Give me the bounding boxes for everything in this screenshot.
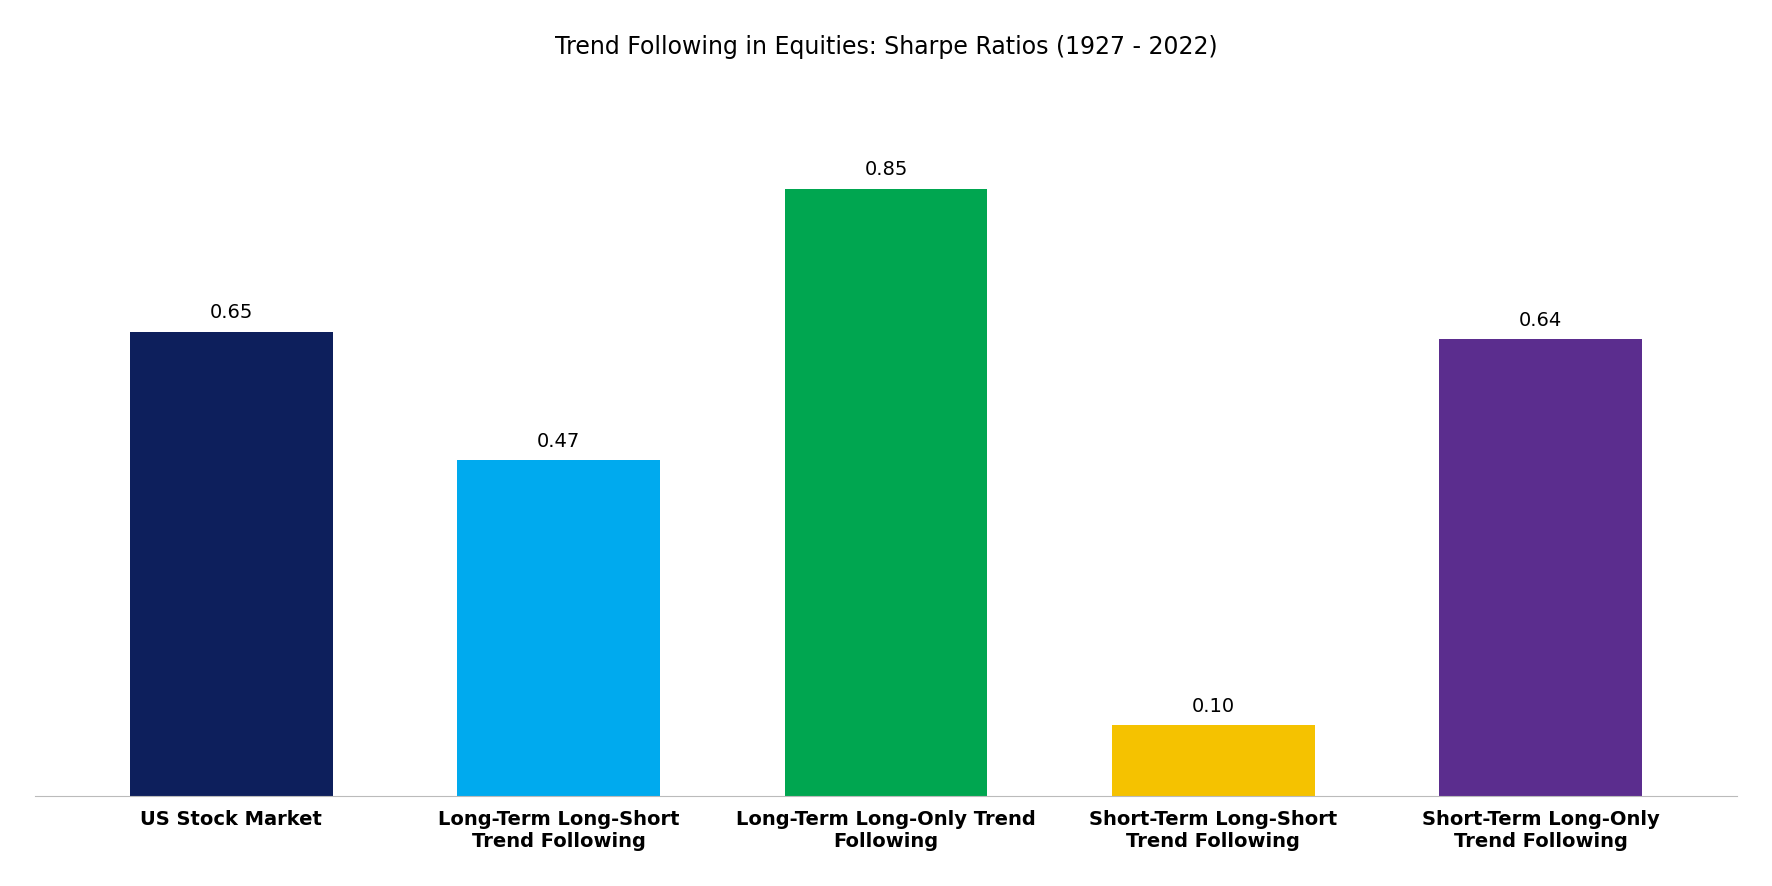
Text: 0.65: 0.65 — [209, 303, 253, 323]
Bar — [1439, 338, 1643, 797]
Bar — [1111, 725, 1315, 797]
Bar — [457, 461, 661, 797]
Text: 0.64: 0.64 — [1519, 311, 1563, 330]
Text: 0.85: 0.85 — [865, 160, 907, 180]
Title: Trend Following in Equities: Sharpe Ratios (1927 - 2022): Trend Following in Equities: Sharpe Rati… — [555, 35, 1217, 58]
Text: 0.10: 0.10 — [1193, 696, 1235, 716]
Bar — [129, 331, 333, 797]
Text: 0.47: 0.47 — [537, 432, 579, 451]
Bar — [785, 189, 987, 797]
